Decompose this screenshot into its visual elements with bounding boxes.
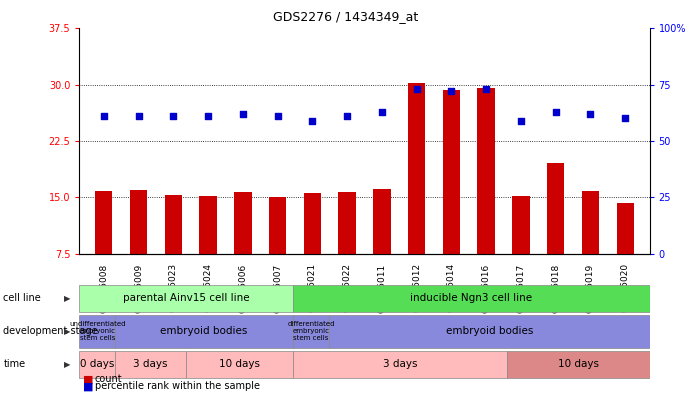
Bar [293, 351, 507, 377]
Text: 10 days: 10 days [219, 359, 261, 369]
Bar [200, 196, 217, 254]
Bar [293, 315, 329, 348]
Text: ▶: ▶ [64, 360, 70, 369]
Point [620, 115, 631, 122]
Bar [477, 88, 495, 254]
Text: ■: ■ [83, 374, 93, 384]
Text: time: time [3, 359, 26, 369]
Bar [339, 192, 356, 254]
Bar [443, 90, 460, 254]
Bar [187, 351, 293, 377]
Text: ▶: ▶ [64, 294, 70, 303]
Text: parental Ainv15 cell line: parental Ainv15 cell line [123, 294, 249, 303]
Bar [269, 197, 286, 254]
Point [515, 117, 527, 124]
Bar [329, 315, 650, 348]
Text: ▶: ▶ [64, 327, 70, 336]
Bar [164, 195, 182, 254]
Point [585, 111, 596, 117]
Point [307, 117, 318, 124]
Text: 10 days: 10 days [558, 359, 599, 369]
Bar [507, 351, 650, 377]
Text: ■: ■ [83, 381, 93, 391]
Point [133, 113, 144, 119]
Bar [130, 190, 147, 254]
Bar [582, 191, 599, 254]
Text: percentile rank within the sample: percentile rank within the sample [95, 381, 260, 391]
Point [168, 113, 179, 119]
Point [272, 113, 283, 119]
Text: GDS2276 / 1434349_at: GDS2276 / 1434349_at [273, 10, 418, 23]
Text: cell line: cell line [3, 294, 41, 303]
Point [341, 113, 352, 119]
Bar [512, 196, 529, 254]
Point [446, 88, 457, 95]
Bar [79, 285, 293, 312]
Text: 0 days: 0 days [80, 359, 115, 369]
Bar [79, 351, 115, 377]
Point [481, 86, 492, 92]
Point [237, 111, 248, 117]
Bar [616, 203, 634, 254]
Bar [115, 315, 293, 348]
Bar [234, 192, 252, 254]
Point [377, 109, 388, 115]
Text: count: count [95, 374, 122, 384]
Point [98, 113, 109, 119]
Point [411, 86, 422, 92]
Text: undifferentiated
embryonic
stem cells: undifferentiated embryonic stem cells [69, 321, 126, 341]
Bar [408, 83, 426, 254]
Point [202, 113, 214, 119]
Bar [373, 189, 390, 254]
Text: inducible Ngn3 cell line: inducible Ngn3 cell line [410, 294, 533, 303]
Text: embryoid bodies: embryoid bodies [160, 326, 248, 336]
Text: development stage: development stage [3, 326, 98, 336]
Bar [303, 193, 321, 254]
Bar [115, 351, 187, 377]
Text: 3 days: 3 days [383, 359, 417, 369]
Bar [79, 315, 115, 348]
Text: embryoid bodies: embryoid bodies [446, 326, 533, 336]
Point [550, 109, 561, 115]
Bar [547, 164, 565, 254]
Text: differentiated
embryonic
stem cells: differentiated embryonic stem cells [287, 321, 335, 341]
Bar [95, 191, 113, 254]
Bar [293, 285, 650, 312]
Text: 3 days: 3 days [133, 359, 168, 369]
